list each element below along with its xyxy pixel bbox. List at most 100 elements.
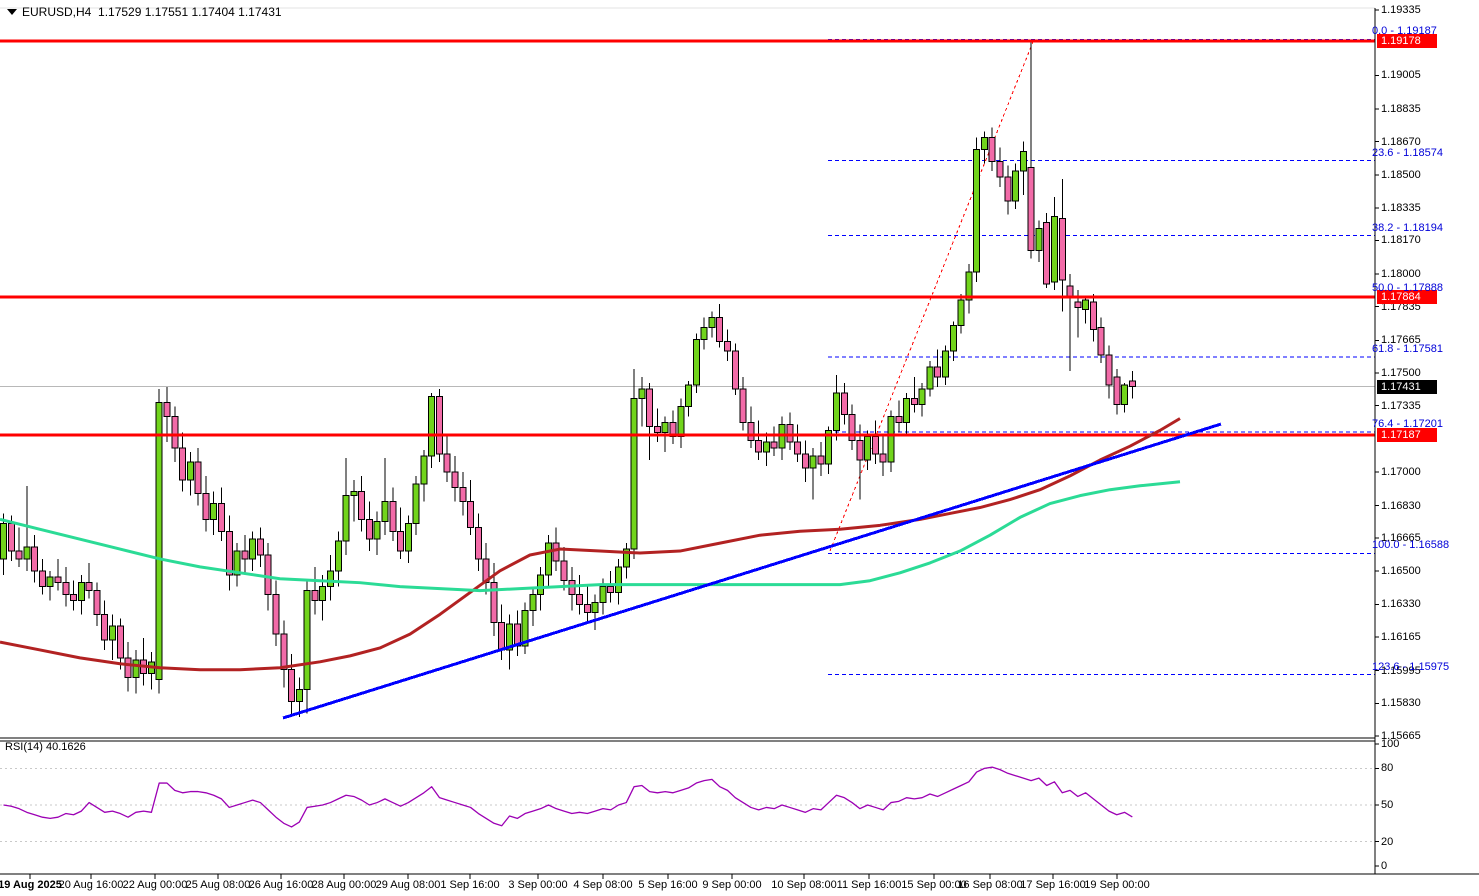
candle-body xyxy=(225,530,233,576)
candle-body xyxy=(809,455,817,469)
candle-body xyxy=(638,388,646,400)
candle-body xyxy=(747,421,755,441)
fib-level-label: 38.2 - 1.18194 xyxy=(1372,221,1443,234)
time-axis-label: 22 Aug 00:00 xyxy=(122,879,188,891)
candle-body xyxy=(918,388,926,406)
rsi-tick-label: 20 xyxy=(1381,835,1394,848)
fib-level-label: 0.0 - 1.19187 xyxy=(1372,25,1437,38)
rsi-tick-label: 0 xyxy=(1381,860,1388,872)
candle-body xyxy=(70,594,78,601)
fib-level-label: 50.0 - 1.17888 xyxy=(1372,282,1443,295)
candle-body xyxy=(1019,150,1027,172)
candle-body xyxy=(762,441,770,453)
candle-body xyxy=(529,594,537,611)
candle-body xyxy=(342,495,350,542)
candle-body xyxy=(716,317,724,342)
candlestick-layer xyxy=(0,39,1136,718)
candle-body xyxy=(186,461,194,481)
price-tick-label: 1.15830 xyxy=(1381,697,1421,710)
candle-body xyxy=(280,633,288,671)
price-tick-label: 1.16665 xyxy=(1381,532,1421,545)
candle-body xyxy=(1043,222,1051,285)
candle-body xyxy=(101,613,109,641)
candle-body xyxy=(1082,299,1090,311)
candle-body xyxy=(685,384,693,408)
candle-body xyxy=(435,396,443,455)
chart-title: EURUSD,H4 1.17529 1.17551 1.17404 1.1743… xyxy=(22,5,282,19)
candle-body xyxy=(817,455,825,465)
candle-body xyxy=(46,576,54,588)
candle-body xyxy=(794,441,802,455)
candle-body xyxy=(887,416,895,463)
candle-body xyxy=(474,526,482,560)
candle-body xyxy=(179,447,187,481)
fib-level-label: 23.6 - 1.18574 xyxy=(1372,146,1443,159)
time-axis-label: 5 Sep 16:00 xyxy=(638,879,698,891)
candle-body xyxy=(544,542,552,576)
candle-body xyxy=(249,538,257,560)
time-axis-label: 10 Sep 08:00 xyxy=(771,879,837,891)
ascending-trendline[interactable] xyxy=(282,422,1222,720)
time-axis-label: 19 Aug 2025 xyxy=(0,879,62,891)
candle-body xyxy=(334,540,342,572)
ohlc-values: 1.17529 1.17551 1.17404 1.17431 xyxy=(98,5,282,19)
time-axis-label: 29 Aug 08:00 xyxy=(375,879,441,891)
candle-body xyxy=(724,340,732,352)
candle-body xyxy=(217,503,225,532)
candle-body xyxy=(755,439,763,453)
ma-teal-line[interactable] xyxy=(0,480,1181,593)
candle-body xyxy=(1121,384,1129,406)
price-badge: 1.17187 xyxy=(1377,427,1437,442)
candle-body xyxy=(700,327,708,340)
rsi-tick-label: 50 xyxy=(1381,799,1394,811)
candle-body xyxy=(607,586,615,594)
candle-body xyxy=(373,520,381,540)
candle-body xyxy=(786,423,794,443)
price-tick-label: 1.15995 xyxy=(1381,664,1421,677)
candle-body xyxy=(171,416,179,449)
candle-body xyxy=(965,271,973,301)
rsi-tick-label: 80 xyxy=(1381,762,1394,775)
candle-body xyxy=(973,148,981,273)
price-tick-label: 1.15665 xyxy=(1381,729,1421,742)
candle-body xyxy=(832,392,840,431)
candle-body xyxy=(1128,380,1136,388)
fib-level-label: 100.0 - 1.16588 xyxy=(1372,539,1450,552)
candle-body xyxy=(256,538,264,556)
candle-body xyxy=(389,501,397,532)
candle-body xyxy=(451,471,459,489)
candle-body xyxy=(521,609,529,647)
candle-body xyxy=(941,350,949,378)
candle-body xyxy=(381,501,389,522)
candle-body xyxy=(288,669,296,702)
candle-body xyxy=(692,338,700,386)
time-axis-label: 3 Sep 00:00 xyxy=(508,879,568,891)
candle-body xyxy=(661,421,669,433)
fib-level-label: 123.6 - 1.15975 xyxy=(1372,660,1450,673)
candle-body xyxy=(7,522,15,552)
candle-body xyxy=(653,425,661,433)
candle-body xyxy=(1004,176,1012,202)
symbol-dropdown-icon[interactable] xyxy=(7,9,17,15)
candle-body xyxy=(38,570,46,588)
candle-body xyxy=(311,590,319,601)
candle-body xyxy=(31,546,39,572)
candle-body xyxy=(1035,228,1043,251)
candle-body xyxy=(194,461,202,495)
resistance-lines-layer[interactable] xyxy=(0,39,1375,437)
fib-diagonal-dashed-line[interactable] xyxy=(829,39,1035,552)
candle-body xyxy=(404,522,412,552)
ma-brown-line[interactable] xyxy=(0,417,1181,672)
candle-body xyxy=(202,493,210,520)
time-axis-label: 20 Aug 16:00 xyxy=(58,879,124,891)
candle-body xyxy=(949,325,957,352)
candle-body xyxy=(412,483,420,524)
candle-body xyxy=(576,594,584,605)
time-axis-label: 9 Sep 00:00 xyxy=(702,879,762,891)
candle-body xyxy=(350,491,358,497)
candle-body xyxy=(233,550,241,576)
price-tick-label: 1.17335 xyxy=(1381,399,1421,412)
candle-body xyxy=(1074,301,1082,309)
